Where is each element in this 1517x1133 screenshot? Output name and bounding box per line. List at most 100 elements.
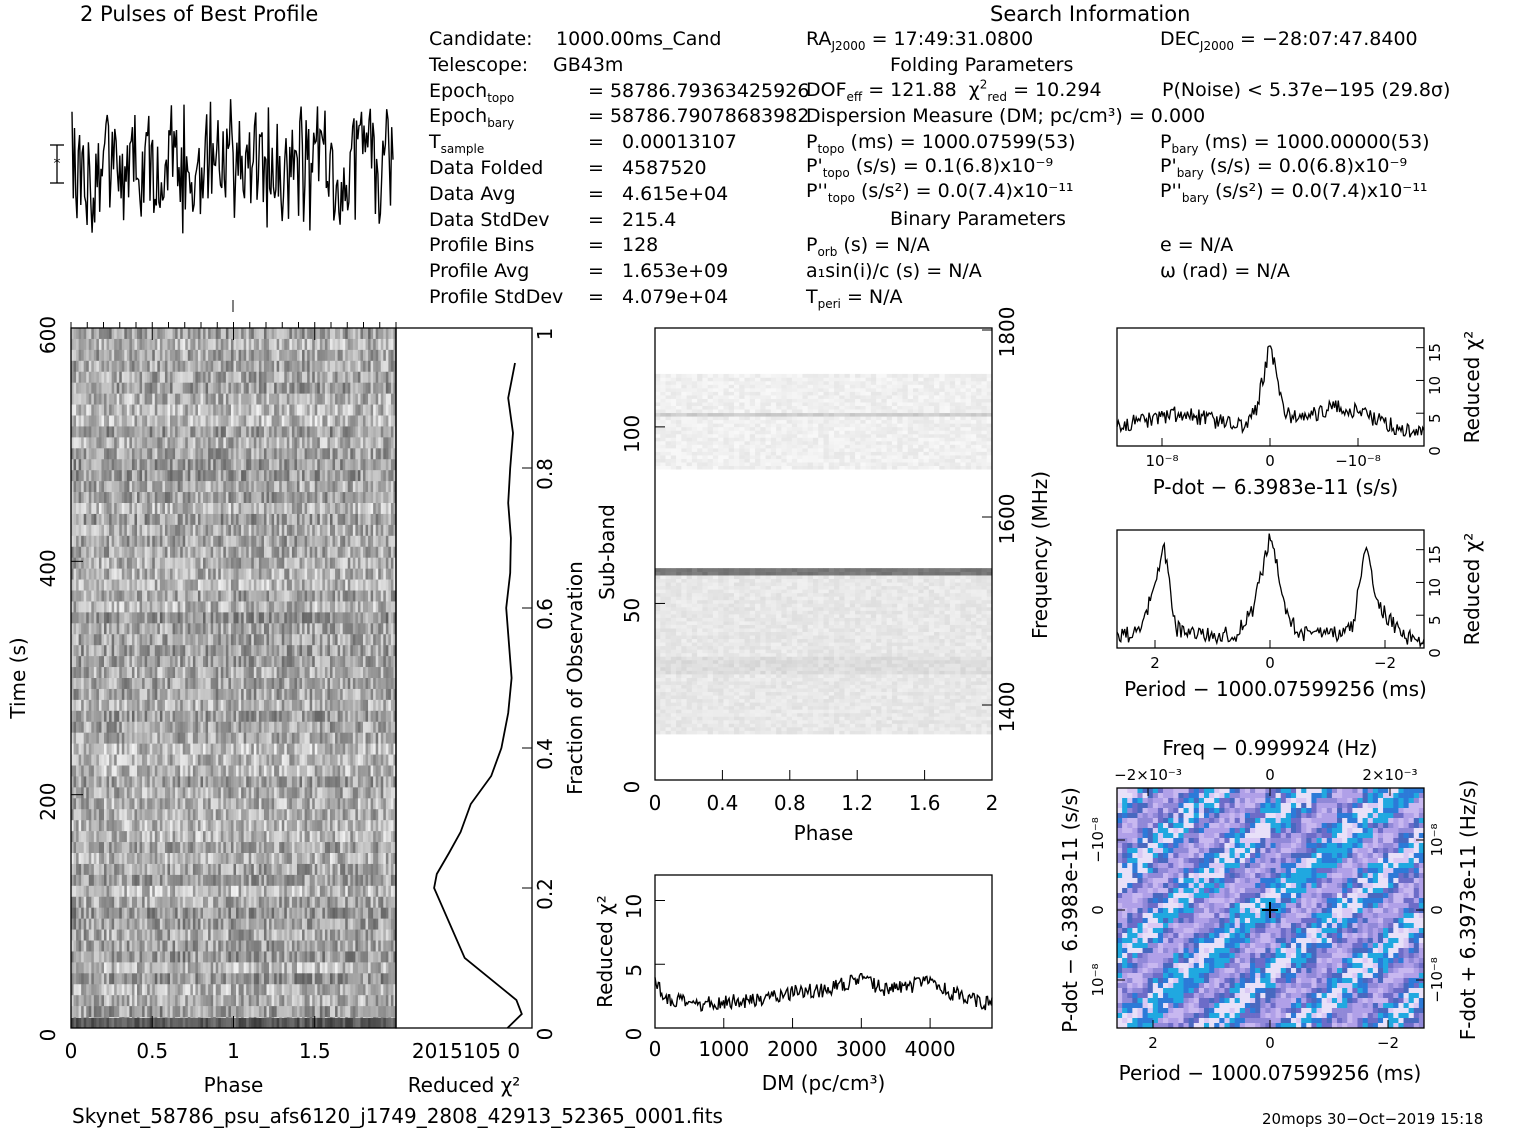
heatmap-cell bbox=[81, 503, 84, 515]
heatmap-cell bbox=[157, 568, 161, 580]
heatmap-cell bbox=[225, 688, 229, 701]
heatmap-cell bbox=[83, 492, 87, 504]
heatmap-cell bbox=[129, 470, 133, 482]
heatmap-cell bbox=[269, 579, 272, 591]
heatmap-cell bbox=[96, 524, 100, 537]
heatmap-cell bbox=[291, 382, 295, 394]
heatmap-cell bbox=[324, 371, 328, 383]
heatmap-cell bbox=[101, 721, 105, 733]
heatmap-cell bbox=[357, 481, 361, 493]
heatmap-cell bbox=[164, 459, 168, 471]
heatmap-cell bbox=[347, 524, 351, 537]
heatmap-cell bbox=[152, 535, 156, 548]
heatmap-cell bbox=[106, 426, 110, 438]
heatmap-cell bbox=[142, 349, 145, 362]
heatmap-cell bbox=[258, 732, 262, 744]
heatmap-cell bbox=[142, 601, 145, 613]
heatmap-cell bbox=[88, 601, 92, 613]
heatmap-cell bbox=[76, 360, 79, 373]
heatmap-cell bbox=[324, 503, 328, 515]
heatmap-cell bbox=[93, 349, 97, 362]
heatmap-cell bbox=[393, 382, 397, 394]
heatmap-cell bbox=[83, 349, 87, 362]
heatmap-cell bbox=[167, 448, 171, 460]
heatmap-cell bbox=[139, 568, 143, 580]
heatmap-cell bbox=[360, 349, 364, 362]
heatmap-cell bbox=[86, 338, 90, 351]
heatmap-cell bbox=[213, 743, 217, 755]
heatmap-cell bbox=[116, 481, 120, 493]
heatmap-cell bbox=[243, 688, 247, 701]
heatmap-cell bbox=[147, 601, 151, 613]
heatmap-cell bbox=[121, 338, 125, 351]
heatmap-cell bbox=[86, 437, 90, 449]
heatmap-cell bbox=[256, 546, 260, 558]
heatmap-cell bbox=[98, 590, 102, 602]
heatmap-cell bbox=[218, 448, 222, 460]
heatmap-cell bbox=[276, 601, 280, 613]
heatmap-cell bbox=[296, 579, 300, 591]
heatmap-cell bbox=[190, 656, 194, 668]
heatmap-cell bbox=[243, 338, 247, 351]
heatmap-cell bbox=[220, 634, 224, 646]
heatmap-cell bbox=[309, 699, 313, 712]
heatmap-cell bbox=[383, 426, 387, 438]
heatmap-cell bbox=[86, 328, 90, 340]
heatmap-cell bbox=[322, 371, 326, 383]
heatmap-cell bbox=[86, 568, 90, 580]
heatmap-cell bbox=[375, 667, 379, 679]
heatmap-cell bbox=[329, 579, 333, 591]
heatmap-cell bbox=[182, 546, 186, 558]
heatmap-cell bbox=[119, 732, 123, 744]
heatmap-cell bbox=[251, 743, 255, 755]
heatmap-cell bbox=[296, 656, 300, 668]
heatmap-cell bbox=[139, 349, 143, 362]
heatmap-cell bbox=[261, 590, 265, 602]
heatmap-cell bbox=[210, 459, 214, 471]
heatmap-cell bbox=[253, 546, 257, 558]
heatmap-cell bbox=[362, 535, 366, 548]
heatmap-cell bbox=[340, 590, 343, 602]
heatmap-cell bbox=[172, 382, 176, 394]
heatmap-cell bbox=[177, 710, 181, 723]
heatmap-cell bbox=[91, 612, 95, 624]
heatmap-cell bbox=[147, 382, 151, 394]
heatmap-cell bbox=[355, 459, 359, 471]
heatmap-cell bbox=[119, 404, 123, 416]
heatmap-cell bbox=[256, 645, 260, 657]
heatmap-cell bbox=[230, 448, 234, 460]
heatmap-cell bbox=[182, 667, 186, 679]
heatmap-cell bbox=[317, 645, 321, 657]
heatmap-cell bbox=[111, 634, 115, 646]
heatmap-cell bbox=[109, 710, 112, 723]
heatmap-cell bbox=[152, 470, 156, 482]
heatmap-cell bbox=[332, 371, 336, 383]
heatmap-cell bbox=[76, 492, 79, 504]
heatmap-cell bbox=[296, 612, 300, 624]
heatmap-cell bbox=[223, 470, 227, 482]
heatmap-cell bbox=[357, 492, 361, 504]
heatmap-cell bbox=[383, 678, 387, 690]
heatmap-cell bbox=[291, 656, 295, 668]
heatmap-cell bbox=[106, 721, 110, 733]
heatmap-cell bbox=[210, 546, 214, 558]
heatmap-cell bbox=[86, 623, 90, 635]
heatmap-cell bbox=[139, 678, 143, 690]
heatmap-cell bbox=[291, 513, 295, 526]
heatmap-cell bbox=[332, 382, 336, 394]
heatmap-cell bbox=[197, 568, 201, 580]
heatmap-cell bbox=[172, 437, 176, 449]
heatmap-cell bbox=[78, 524, 82, 537]
heatmap-cell bbox=[86, 743, 90, 755]
heatmap-cell bbox=[192, 688, 196, 701]
heatmap-cell bbox=[269, 393, 272, 405]
heatmap-cell bbox=[109, 338, 112, 351]
heatmap-cell bbox=[251, 338, 255, 351]
heatmap-cell bbox=[393, 426, 397, 438]
heatmap-cell bbox=[304, 470, 308, 482]
heatmap-cell bbox=[388, 371, 392, 383]
heatmap-cell bbox=[281, 568, 285, 580]
heatmap-cell bbox=[352, 656, 356, 668]
heatmap-cell bbox=[294, 371, 298, 383]
heatmap-cell bbox=[355, 656, 359, 668]
